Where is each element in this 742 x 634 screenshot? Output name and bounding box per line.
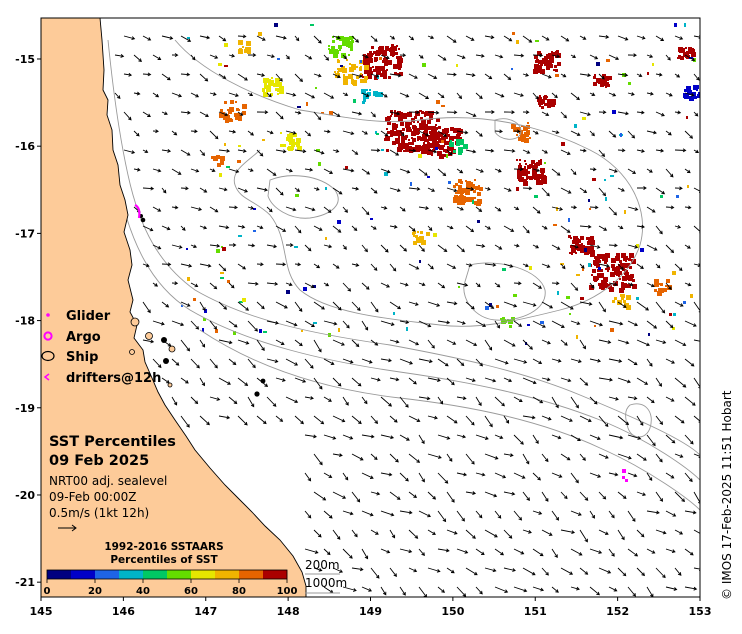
glider-icon (46, 313, 50, 317)
x-tick-label: 145 (30, 605, 53, 618)
ship-tracks (139, 214, 266, 397)
colorbar-title-2: Percentiles of SST (110, 554, 218, 566)
drifter-positions (622, 469, 628, 482)
legend-glider: Glider (66, 309, 111, 324)
colorbar-cell (167, 570, 192, 579)
x-axis: 145 146 147 148 149 150 151 152 153 (30, 597, 712, 618)
x-tick-label: 148 (277, 605, 300, 618)
info-scale: 0.5m/s (1kt 12h) (49, 506, 149, 520)
platform-legend: Glider Argo Ship drifters@12h (41, 309, 161, 386)
colorbar-cell (95, 570, 120, 579)
x-tick-label: 146 (112, 605, 135, 618)
isobath-plateau-outer (174, 39, 643, 327)
ship-position (260, 378, 266, 384)
colorbar-cell (239, 570, 264, 579)
legend-argo: Argo (66, 330, 101, 345)
y-tick-label: -16 (15, 140, 35, 153)
colorbar-cell (143, 570, 168, 579)
ship-position (161, 337, 167, 343)
sst-percentile-pixels (181, 23, 700, 345)
map-date: 09 Feb 2025 (49, 453, 149, 469)
colorbar-cell (215, 570, 240, 579)
colorbar-tick-label: 100 (277, 586, 298, 597)
info-time: 09-Feb 00:00Z (49, 490, 136, 504)
map-info: SST Percentiles 09 Feb 2025 NRT00 adj. s… (49, 434, 176, 532)
x-tick-label: 150 (441, 605, 464, 618)
x-tick-label: 149 (359, 605, 382, 618)
colorbar-cell (71, 570, 96, 579)
drifter-icon (43, 373, 50, 381)
colorbar-tick-label: 60 (184, 586, 198, 597)
isobath-200m-shelf (107, 39, 700, 456)
isobath-200m-label: 200m (305, 558, 340, 572)
sst-colorbar: 1992-2016 SSTAARS Percentiles of SST 0 20… (44, 541, 298, 597)
colorbar-tick-label: 20 (88, 586, 102, 597)
y-axis: -15 -16 -17 -18 -19 -20 -21 (15, 53, 41, 589)
legend-ship: Ship (66, 350, 98, 365)
coastal-islands (129, 317, 176, 388)
ship-position (140, 217, 146, 223)
isobath-plateau-inner (267, 175, 339, 219)
colorbar-cell (191, 570, 216, 579)
y-tick-label: -18 (15, 315, 35, 328)
ship-icon (41, 350, 55, 362)
glider-track (134, 204, 141, 219)
isobath-lower-1000 (199, 329, 700, 511)
isobath-1000m-label: 1000m (305, 576, 347, 590)
land-queensland-coast (41, 18, 307, 597)
colorbar-title-1: 1992-2016 SSTAARS (104, 541, 223, 553)
x-tick-label: 153 (689, 605, 712, 618)
credit-text: © IMOS 17-Feb-2025 11:51 Hobart (720, 390, 734, 600)
ship-position (163, 358, 169, 364)
ship-position (254, 391, 260, 397)
colorbar-cell (263, 570, 288, 579)
y-tick-label: -17 (15, 227, 35, 240)
scale-arrow-icon (58, 524, 77, 532)
x-tick-label: 151 (524, 605, 547, 618)
y-tick-label: -19 (15, 402, 35, 415)
y-tick-label: -21 (15, 576, 35, 589)
map-title: SST Percentiles (49, 434, 176, 450)
y-tick-label: -15 (15, 53, 35, 66)
legend-drifters: drifters@12h (66, 371, 161, 386)
x-tick-label: 147 (194, 605, 217, 618)
info-sealevel: NRT00 adj. sealevel (49, 474, 167, 488)
y-tick-label: -20 (15, 489, 35, 502)
isobath-legend: 200m 1000m (305, 558, 347, 594)
colorbar-cell (119, 570, 144, 579)
colorbar-cell (47, 570, 72, 579)
isobath-seamount-b (494, 118, 522, 140)
x-tick-label: 152 (606, 605, 629, 618)
argo-icon (43, 331, 53, 341)
colorbar-tick-label: 80 (232, 586, 246, 597)
current-vectors (114, 34, 700, 597)
colorbar-tick-label: 0 (44, 586, 51, 597)
colorbar-tick-label: 40 (136, 586, 150, 597)
